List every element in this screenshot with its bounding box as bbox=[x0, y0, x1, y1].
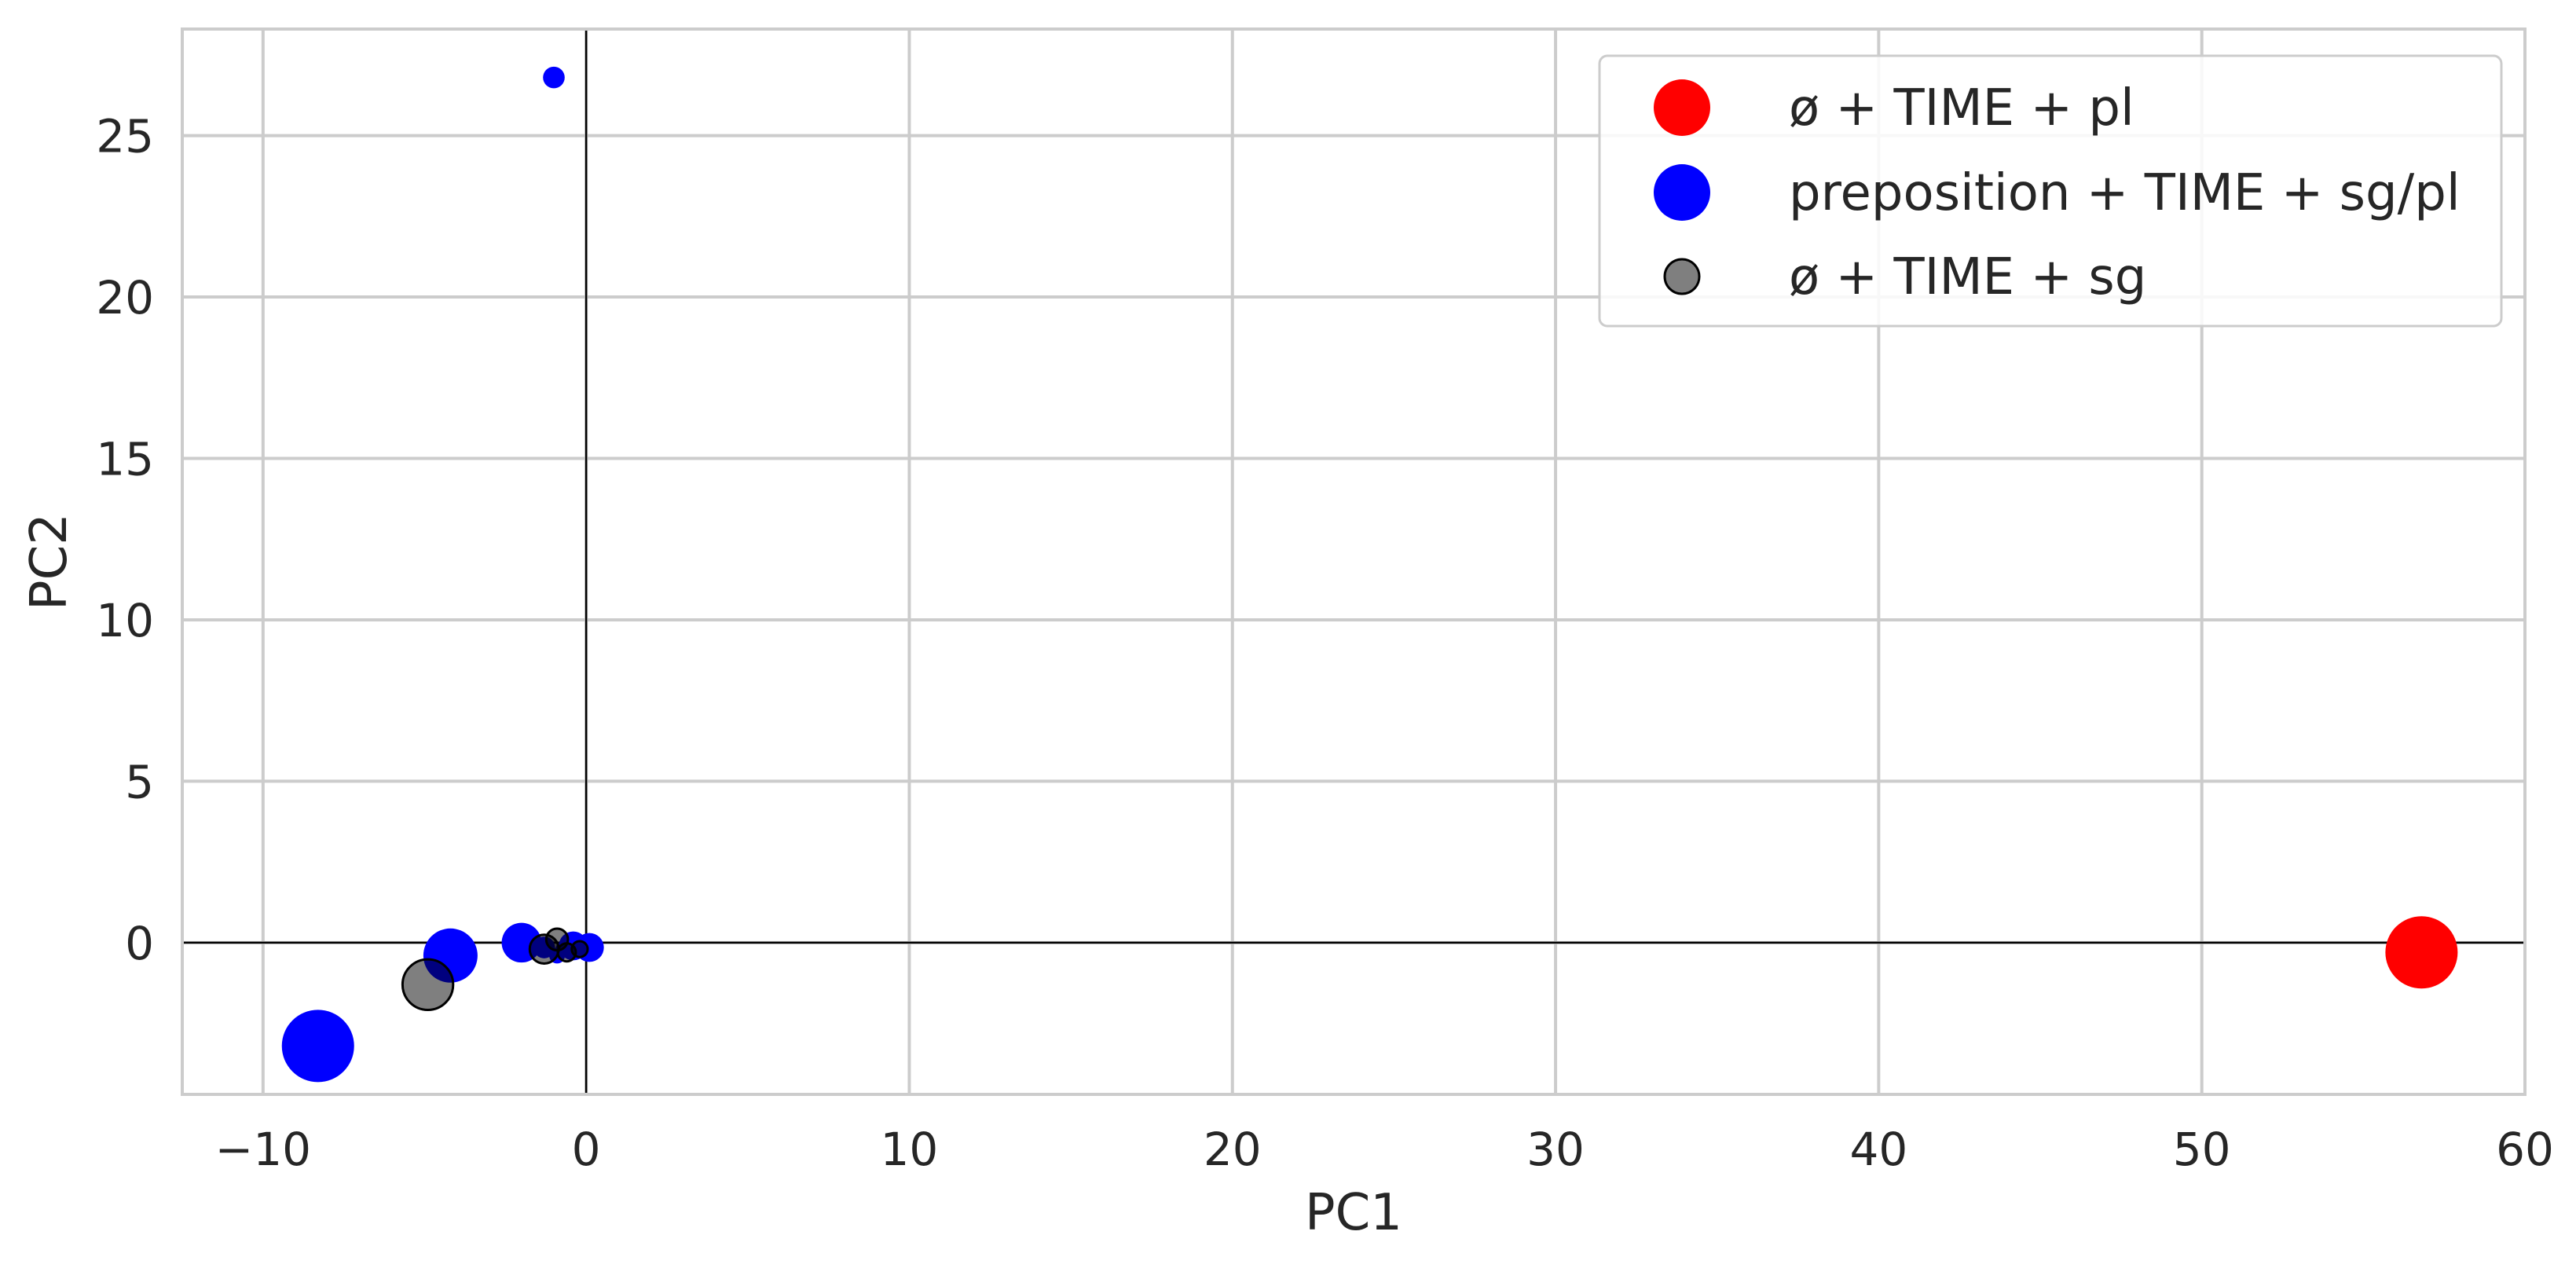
series-group bbox=[401, 927, 589, 1011]
legend-marker bbox=[1663, 258, 1701, 295]
series-group bbox=[2385, 916, 2458, 989]
x-axis-ticks: −10 0 10 20 30 40 50 60 bbox=[215, 1123, 2554, 1176]
legend-marker bbox=[1654, 164, 1710, 221]
legend-box bbox=[1598, 54, 2503, 328]
legend-marker bbox=[1654, 79, 1710, 136]
legend-label: ø + TIME + pl bbox=[1789, 79, 2134, 137]
scatter-point bbox=[543, 66, 565, 89]
y-axis-title: PC2 bbox=[20, 513, 79, 610]
x-tick-label: 0 bbox=[572, 1123, 601, 1176]
scatter-point bbox=[281, 1010, 354, 1083]
x-tick-label: 50 bbox=[2173, 1123, 2231, 1176]
x-axis-title: PC1 bbox=[1305, 1184, 1402, 1242]
y-tick-label: 5 bbox=[125, 755, 154, 808]
x-tick-label: 40 bbox=[1849, 1123, 1907, 1176]
x-tick-label: 60 bbox=[2496, 1123, 2554, 1176]
scatter-point bbox=[570, 940, 589, 958]
scatter-point bbox=[401, 958, 455, 1011]
legend-label: preposition + TIME + sg/pl bbox=[1789, 164, 2461, 222]
x-tick-label: 30 bbox=[1526, 1123, 1585, 1176]
y-tick-label: 15 bbox=[96, 433, 154, 486]
x-tick-label: 20 bbox=[1204, 1123, 1262, 1176]
y-axis-ticks: 0 5 10 15 20 25 bbox=[96, 110, 154, 970]
scatter-points bbox=[281, 66, 2458, 1083]
y-tick-label: 0 bbox=[125, 917, 154, 970]
plot-frame bbox=[181, 27, 2527, 1096]
y-tick-label: 10 bbox=[96, 594, 154, 647]
legend: ø + TIME + pl preposition + TIME + sg/pl ø… bbox=[1598, 54, 2503, 328]
scatter-point bbox=[2385, 916, 2458, 989]
x-tick-label: 10 bbox=[881, 1123, 939, 1176]
legend-label: ø + TIME + sg bbox=[1789, 248, 2146, 306]
y-tick-label: 25 bbox=[96, 110, 154, 163]
y-tick-label: 20 bbox=[96, 271, 154, 324]
x-tick-label: −10 bbox=[215, 1123, 311, 1176]
